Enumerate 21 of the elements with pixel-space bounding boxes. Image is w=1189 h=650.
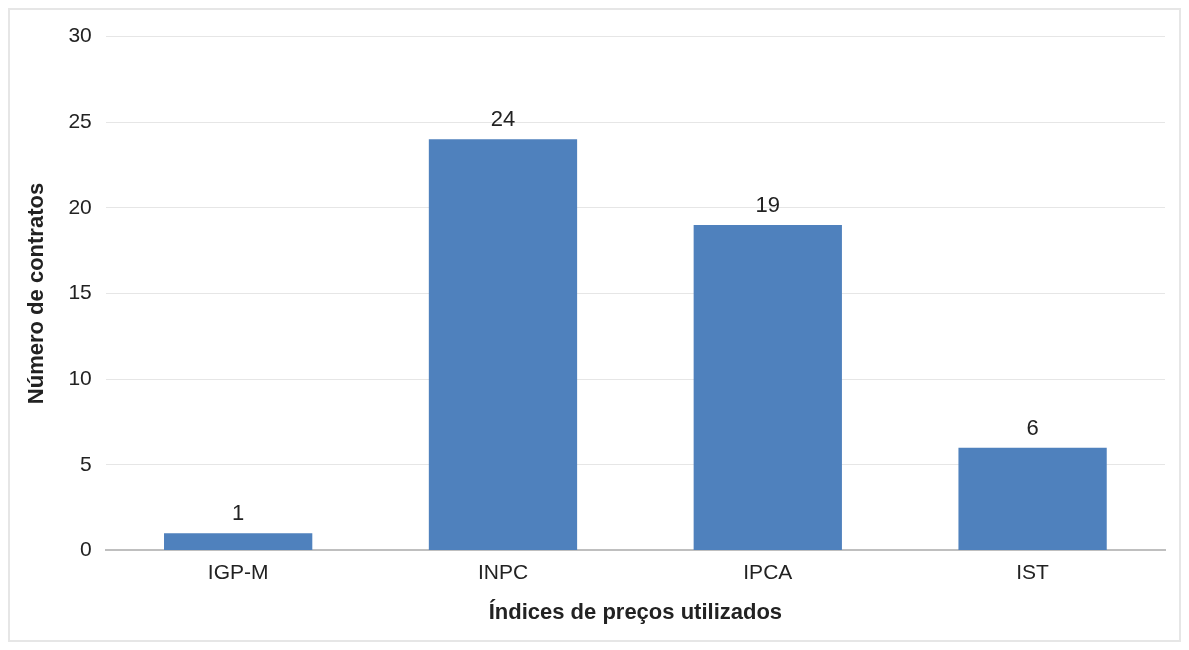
- data-label: 24: [490, 106, 516, 132]
- y-tick-label: 25: [68, 109, 92, 133]
- data-label: 1: [232, 500, 245, 526]
- y-tick-label: 30: [68, 23, 92, 47]
- y-axis-title: Número de contratos: [23, 182, 49, 405]
- y-tick-label: 10: [68, 365, 92, 389]
- y-tick-label: 20: [68, 194, 92, 218]
- y-tick-label: 0: [80, 537, 92, 561]
- data-label: 6: [1026, 414, 1039, 440]
- y-tick-label: 5: [80, 451, 92, 475]
- bar: [164, 533, 313, 550]
- x-axis-title: Índices de preços utilizados: [488, 598, 783, 624]
- x-tick-label: IPCA: [743, 559, 793, 583]
- y-tick-label: 15: [68, 280, 92, 304]
- x-tick-label: IST: [1016, 559, 1050, 583]
- bar: [958, 447, 1107, 550]
- bar: [428, 139, 578, 550]
- x-tick-label: INPC: [477, 559, 529, 583]
- data-label: 19: [755, 192, 781, 218]
- x-tick-label: IGP-M: [207, 559, 269, 583]
- bar: [693, 224, 842, 550]
